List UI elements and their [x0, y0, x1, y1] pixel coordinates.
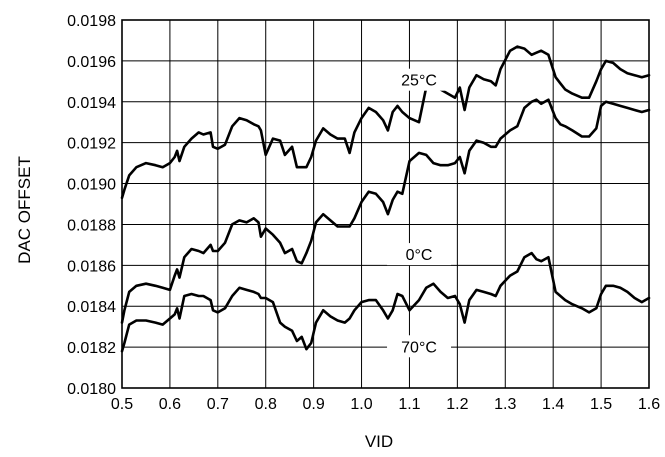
y-tick-labels: 0.0180 0.0182 0.0184 0.0186 0.0188 0.0190 0.01… — [67, 13, 116, 398]
series-labels: 25°C 0°C 70°C — [387, 68, 452, 358]
x-tick-label: 1.4 — [542, 396, 564, 413]
y-tick-label: 0.0184 — [67, 299, 116, 316]
y-axis-title: DAC OFFSET — [15, 156, 34, 264]
series-label: 70°C — [401, 339, 437, 356]
series-lines — [120, 45, 651, 353]
x-tick-labels: 0.5 0.6 0.7 0.8 0.9 1.0 1.1 1.2 1.3 1.4 1.5 1.6 — [111, 396, 660, 413]
series-label-box — [387, 335, 452, 358]
y-tick-label: 0.0182 — [67, 340, 116, 357]
y-tick-label: 0.0198 — [67, 13, 116, 30]
series-label-box — [387, 243, 452, 266]
x-tick-label: 0.7 — [207, 396, 229, 413]
x-tick-label: 1.5 — [590, 396, 612, 413]
y-tick-label: 0.0196 — [67, 54, 116, 71]
y-tick-label: 0.0194 — [67, 95, 116, 112]
series-label-box — [387, 68, 452, 91]
plot-frame — [121, 19, 650, 389]
y-tick-label: 0.0186 — [67, 258, 116, 275]
x-tick-label: 0.5 — [111, 396, 133, 413]
x-axis-title: VID — [365, 432, 393, 451]
y-tick-label: 0.0190 — [67, 177, 116, 194]
x-tick-label: 1.6 — [638, 396, 660, 413]
series-line — [120, 98, 651, 324]
series-line — [120, 251, 651, 353]
y-tick-label: 0.0188 — [67, 217, 116, 234]
series-line — [120, 45, 651, 200]
x-tick-label: 0.8 — [255, 396, 277, 413]
series-label: 0°C — [406, 247, 433, 264]
x-tick-label: 1.1 — [398, 396, 420, 413]
x-tick-label: 0.6 — [159, 396, 181, 413]
series-label: 25°C — [401, 73, 437, 90]
x-tick-label: 0.9 — [303, 396, 325, 413]
x-tick-label: 1.0 — [350, 396, 372, 413]
x-tick-label: 1.2 — [446, 396, 468, 413]
y-tick-label: 0.0192 — [67, 136, 116, 153]
x-tick-label: 1.3 — [494, 396, 516, 413]
y-tick-label: 0.0180 — [67, 381, 116, 398]
